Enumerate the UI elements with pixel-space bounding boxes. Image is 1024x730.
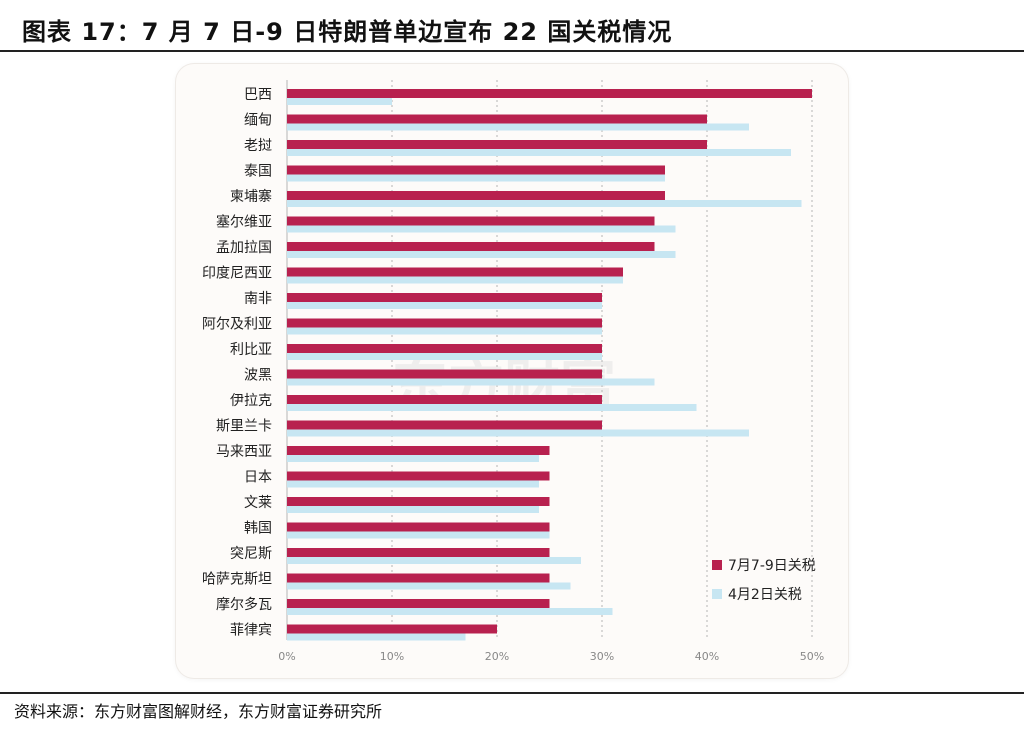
category-label: 老挝 — [244, 138, 272, 154]
legend-label-series2: 4月2日关税 — [728, 587, 802, 603]
bar-series2-13 — [287, 429, 749, 437]
category-label: 日本 — [244, 470, 272, 486]
figure-title: 图表 17：7 月 7 日-9 日特朗普单边宣布 22 国关税情况 — [22, 18, 673, 46]
bar-series2-3 — [287, 174, 665, 182]
bar-series2-18 — [287, 557, 581, 564]
category-label: 波黑 — [244, 368, 272, 384]
legend-label-series1: 7月7-9日关税 — [728, 558, 816, 574]
bar-series1-8 — [287, 293, 602, 302]
bar-series1-5 — [287, 216, 655, 226]
category-label: 印度尼西亚 — [202, 266, 272, 282]
category-label: 突尼斯 — [230, 546, 272, 562]
title-rule — [0, 50, 1024, 52]
bar-series1-1 — [287, 114, 707, 124]
bar-series2-19 — [287, 582, 571, 590]
category-label: 泰国 — [244, 164, 272, 180]
bar-series2-21 — [287, 633, 466, 641]
bar-series1-21 — [287, 624, 497, 634]
category-labels: 巴西缅甸老挝泰国柬埔寨塞尔维亚孟加拉国印度尼西亚南非阿尔及利亚利比亚波黑伊拉克斯… — [202, 87, 272, 639]
legend-swatch-series1 — [712, 560, 722, 570]
category-label: 韩国 — [244, 521, 272, 537]
bar-series2-10 — [287, 353, 602, 360]
bar-series1-7 — [287, 267, 623, 277]
bar-series2-6 — [287, 251, 676, 258]
bar-series1-9 — [287, 318, 602, 328]
category-label: 塞尔维亚 — [216, 214, 272, 231]
bar-series1-15 — [287, 471, 550, 481]
bar-series2-8 — [287, 302, 602, 309]
footer-rule — [0, 692, 1024, 694]
bar-series1-3 — [287, 165, 665, 175]
bar-series2-9 — [287, 327, 602, 335]
category-label: 菲律宾 — [230, 623, 272, 639]
bar-series2-16 — [287, 506, 539, 513]
x-axis-ticks: 0% 10% 20% 30% 40% 50% — [278, 650, 824, 663]
category-label: 孟加拉国 — [216, 240, 272, 256]
x-tick-label: 40% — [695, 650, 719, 663]
category-label: 马来西亚 — [216, 444, 272, 460]
bar-series1-14 — [287, 446, 550, 455]
x-tick-label: 0% — [278, 650, 295, 663]
bar-series1-11 — [287, 369, 602, 379]
category-label: 巴西 — [244, 87, 272, 103]
source-note: 资料来源：东方财富图解财经，东方财富证券研究所 — [14, 702, 383, 721]
x-tick-label: 50% — [800, 650, 824, 663]
x-tick-label: 30% — [590, 650, 614, 663]
category-label: 南非 — [244, 291, 272, 307]
bar-series2-7 — [287, 276, 623, 284]
bar-series2-0 — [287, 98, 392, 105]
bar-series2-1 — [287, 123, 749, 131]
bar-series1-10 — [287, 344, 602, 353]
bar-series1-13 — [287, 420, 602, 430]
category-label: 伊拉克 — [230, 393, 272, 409]
bar-series2-11 — [287, 378, 655, 386]
category-label: 摩尔多瓦 — [216, 596, 272, 613]
chart-legend: 7月7-9日关税 4月2日关税 — [712, 558, 816, 603]
bar-series1-20 — [287, 599, 550, 608]
category-label: 阿尔及利亚 — [202, 317, 272, 333]
bar-series1-2 — [287, 140, 707, 149]
bar-series2-17 — [287, 531, 550, 539]
bar-series2-15 — [287, 480, 539, 488]
bar-series2-20 — [287, 608, 613, 615]
bar-series1-6 — [287, 242, 655, 251]
category-label: 利比亚 — [230, 342, 272, 358]
category-label: 文莱 — [244, 495, 272, 511]
x-tick-label: 10% — [380, 650, 404, 663]
legend-swatch-series2 — [712, 589, 722, 599]
bar-series1-19 — [287, 573, 550, 583]
category-label: 缅甸 — [244, 113, 272, 129]
bar-series2-2 — [287, 149, 791, 156]
bar-series1-12 — [287, 395, 602, 404]
bar-series1-17 — [287, 522, 550, 532]
bar-series1-0 — [287, 89, 812, 98]
x-tick-label: 20% — [485, 650, 509, 663]
bar-series2-12 — [287, 404, 697, 411]
bar-series1-16 — [287, 497, 550, 506]
category-label: 哈萨克斯坦 — [202, 572, 272, 588]
chart-bars — [287, 89, 812, 641]
bar-series2-4 — [287, 200, 802, 207]
category-label: 柬埔寨 — [230, 188, 272, 205]
bar-series2-5 — [287, 225, 676, 233]
category-label: 斯里兰卡 — [216, 419, 272, 435]
bar-series1-18 — [287, 548, 550, 557]
bar-series2-14 — [287, 455, 539, 462]
bar-series1-4 — [287, 191, 665, 200]
